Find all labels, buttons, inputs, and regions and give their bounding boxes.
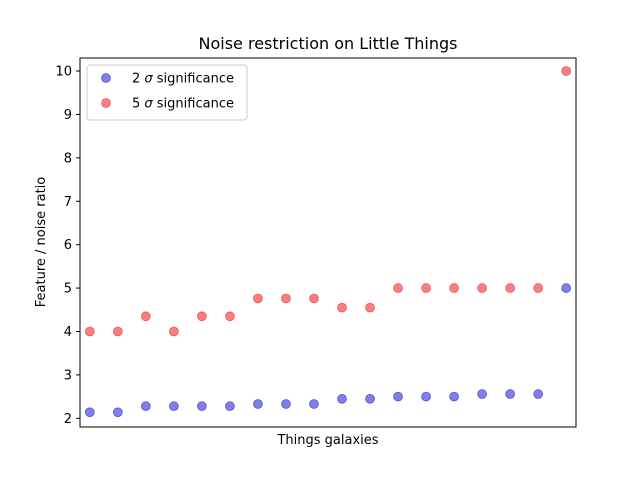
y-tick-label: 7	[64, 195, 72, 210]
data-point-series-1	[84, 407, 95, 418]
data-point-series-2	[140, 311, 151, 322]
data-point-series-1	[281, 399, 291, 409]
chart-title: Noise restriction on Little Things	[199, 34, 458, 53]
data-point-series-1	[168, 401, 179, 412]
data-point-series-1	[477, 389, 488, 399]
data-point-series-1	[421, 391, 431, 402]
data-point-series-1	[225, 401, 235, 412]
legend-label-suffix: significance	[153, 72, 234, 87]
legend-label-prefix: 5	[132, 97, 144, 112]
y-tick-label: 8	[64, 151, 72, 166]
data-point-series-2	[533, 283, 544, 293]
data-point-series-2	[449, 283, 460, 293]
legend-marker	[101, 98, 111, 108]
y-tick-label: 9	[64, 108, 72, 123]
data-point-series-2	[112, 326, 123, 337]
legend-label-prefix: 2	[132, 72, 144, 87]
y-tick-label: 5	[64, 282, 72, 297]
data-point-series-1	[140, 401, 151, 412]
data-point-series-1	[337, 393, 347, 404]
data-point-series-1	[561, 283, 572, 293]
data-point-series-2	[365, 302, 375, 313]
data-point-series-2	[225, 311, 235, 322]
sigma-symbol: σ	[144, 97, 153, 112]
data-point-series-1	[309, 399, 319, 409]
x-axis-label: Things galaxies	[276, 433, 378, 448]
data-point-series-1	[533, 389, 544, 399]
data-point-series-2	[281, 293, 291, 304]
sigma-symbol: σ	[144, 72, 153, 87]
data-point-series-1	[253, 399, 263, 409]
data-point-series-2	[337, 302, 347, 313]
data-point-series-2	[421, 283, 431, 293]
data-point-series-1	[393, 391, 403, 402]
y-axis: 2 3 4 5 6 7 8 9 10	[55, 65, 80, 427]
data-point-series-1	[112, 407, 123, 418]
data-point-series-2	[168, 326, 179, 337]
data-points	[84, 66, 572, 418]
y-tick-label: 3	[64, 368, 72, 383]
y-tick-label: 6	[64, 238, 72, 253]
data-point-series-1	[365, 393, 375, 404]
legend-marker	[101, 73, 111, 83]
y-axis-label: Feature / noise ratio	[34, 177, 49, 307]
data-point-series-1	[505, 389, 516, 399]
data-point-series-2	[253, 293, 263, 304]
data-point-series-1	[196, 401, 207, 412]
legend-label-suffix: significance	[153, 97, 234, 112]
data-point-series-1	[449, 391, 460, 402]
data-point-series-2	[477, 283, 488, 293]
legend-label: 2 σ significance	[132, 72, 234, 87]
y-tick-label: 4	[64, 325, 72, 340]
data-point-series-2	[505, 283, 516, 293]
y-tick-label: 2	[64, 412, 72, 427]
legend-label: 5 σ significance	[132, 97, 234, 112]
data-point-series-2	[393, 283, 403, 293]
data-point-series-2	[309, 293, 319, 304]
y-tick-label: 10	[55, 65, 72, 80]
legend-frame	[86, 64, 248, 121]
data-point-series-2	[561, 66, 572, 76]
data-point-series-2	[84, 326, 95, 337]
data-point-series-2	[196, 311, 207, 322]
